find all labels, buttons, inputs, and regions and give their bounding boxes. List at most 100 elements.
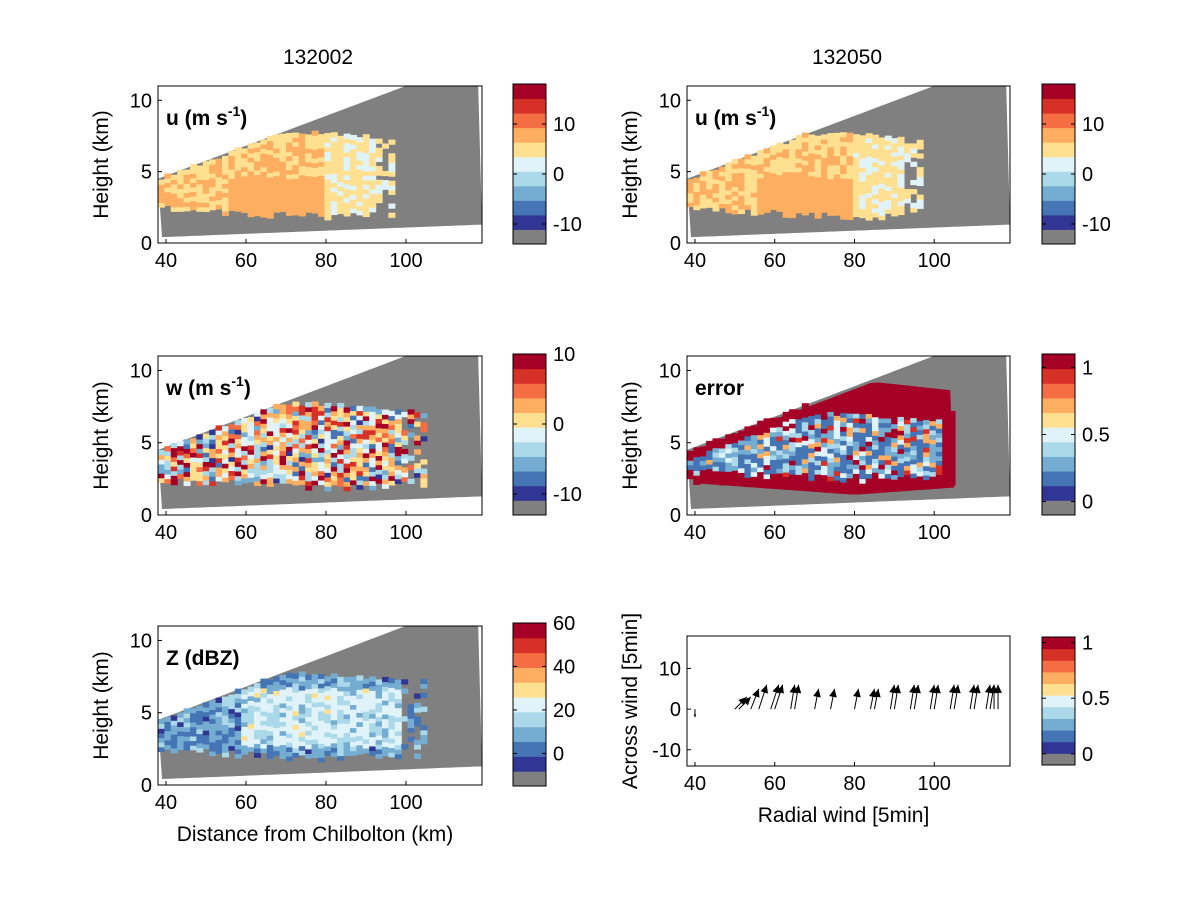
- field-cell: [846, 450, 854, 456]
- y-tick-label: 5: [670, 433, 681, 455]
- field-cell: [414, 472, 421, 478]
- field-cell: [414, 744, 421, 750]
- field-cell: [318, 415, 325, 421]
- field-cell: [343, 179, 351, 185]
- field-cell: [196, 728, 204, 735]
- field-cell: [305, 679, 313, 685]
- field-cell: [164, 464, 172, 470]
- field-cell: [311, 470, 319, 477]
- field-cell: [241, 464, 249, 470]
- field-cell: [878, 151, 886, 157]
- field-cell: [266, 213, 274, 219]
- field-cell: [897, 448, 905, 454]
- field-cell: [903, 419, 911, 425]
- field-cell: [350, 424, 357, 430]
- field-cell: [170, 442, 178, 449]
- field-cell: [923, 419, 931, 425]
- field-cell: [196, 724, 204, 730]
- field-cell: [279, 188, 287, 194]
- field-cell: [337, 149, 345, 155]
- field-cell: [330, 406, 338, 412]
- field-cell: [795, 194, 803, 200]
- field-cell: [712, 456, 720, 463]
- field-cell: [693, 200, 701, 206]
- field-cell: [414, 412, 421, 418]
- field-cell: [350, 148, 357, 154]
- field-cell: [910, 189, 918, 195]
- field-cell: [801, 160, 809, 166]
- field-cell: [260, 437, 268, 443]
- field-cell: [350, 727, 357, 733]
- field-cell: [782, 203, 790, 209]
- field-cell: [916, 176, 924, 182]
- field-cell: [286, 691, 293, 697]
- field-cell: [884, 478, 892, 484]
- field-cell: [305, 730, 313, 736]
- field-cell: [916, 448, 924, 454]
- field-cell: [394, 427, 402, 434]
- field-cell: [776, 202, 784, 208]
- field-cell: [273, 736, 281, 742]
- field-cell: [375, 469, 383, 475]
- field-cell: [852, 157, 860, 163]
- field-cell: [202, 170, 210, 176]
- field-cell: [241, 450, 249, 456]
- field-cell: [859, 487, 867, 493]
- field-cell: [177, 179, 185, 185]
- field-cell: [356, 693, 364, 700]
- field-cell: [273, 477, 281, 484]
- colorbar-swatch: [1042, 671, 1075, 685]
- field-cell: [273, 427, 281, 433]
- field-cell: [782, 476, 790, 482]
- field-cell: [260, 198, 268, 204]
- field-cell: [254, 738, 261, 744]
- field-cell: [177, 454, 185, 461]
- field-cell: [712, 178, 720, 185]
- field-cell: [183, 187, 191, 194]
- panel-label-close: ): [769, 107, 776, 130]
- field-cell: [292, 155, 300, 161]
- field-cell: [324, 718, 332, 724]
- field-cell: [318, 193, 325, 199]
- field-cell: [273, 180, 281, 186]
- field-cell: [750, 210, 758, 216]
- field-cell: [763, 418, 771, 424]
- field-cell: [273, 184, 281, 190]
- field-cell: [286, 455, 293, 461]
- wind-arrow-head: [793, 684, 802, 694]
- field-cell: [878, 155, 886, 161]
- field-cell: [738, 204, 746, 210]
- field-cell: [241, 171, 249, 177]
- field-cell: [266, 186, 274, 192]
- field-cell: [324, 444, 332, 450]
- field-cell: [279, 441, 287, 447]
- field-cell: [884, 436, 892, 442]
- field-cell: [279, 142, 287, 148]
- field-cell: [782, 467, 790, 473]
- field-cell: [738, 463, 746, 469]
- field-cell: [337, 681, 345, 687]
- field-cell: [292, 420, 300, 426]
- field-cell: [318, 211, 325, 217]
- field-cell: [859, 483, 867, 489]
- field-cell: [731, 163, 739, 169]
- field-cell: [215, 471, 223, 477]
- field-cell: [260, 464, 268, 471]
- field-cell: [776, 151, 784, 157]
- field-cell: [731, 204, 739, 210]
- field-cell: [916, 461, 924, 468]
- field-cell: [158, 179, 165, 185]
- field-cell: [279, 730, 287, 736]
- field-cell: [369, 676, 377, 682]
- plot-area: [158, 86, 482, 238]
- field-cell: [356, 740, 364, 746]
- field-cell: [750, 439, 758, 445]
- field-cell: [343, 472, 351, 478]
- field-cell: [260, 171, 268, 177]
- field-cell: [420, 725, 428, 731]
- field-cell: [266, 407, 274, 413]
- field-cell: [789, 446, 797, 452]
- field-cell: [375, 409, 383, 415]
- field-cell: [330, 150, 338, 156]
- field-cell: [337, 135, 345, 141]
